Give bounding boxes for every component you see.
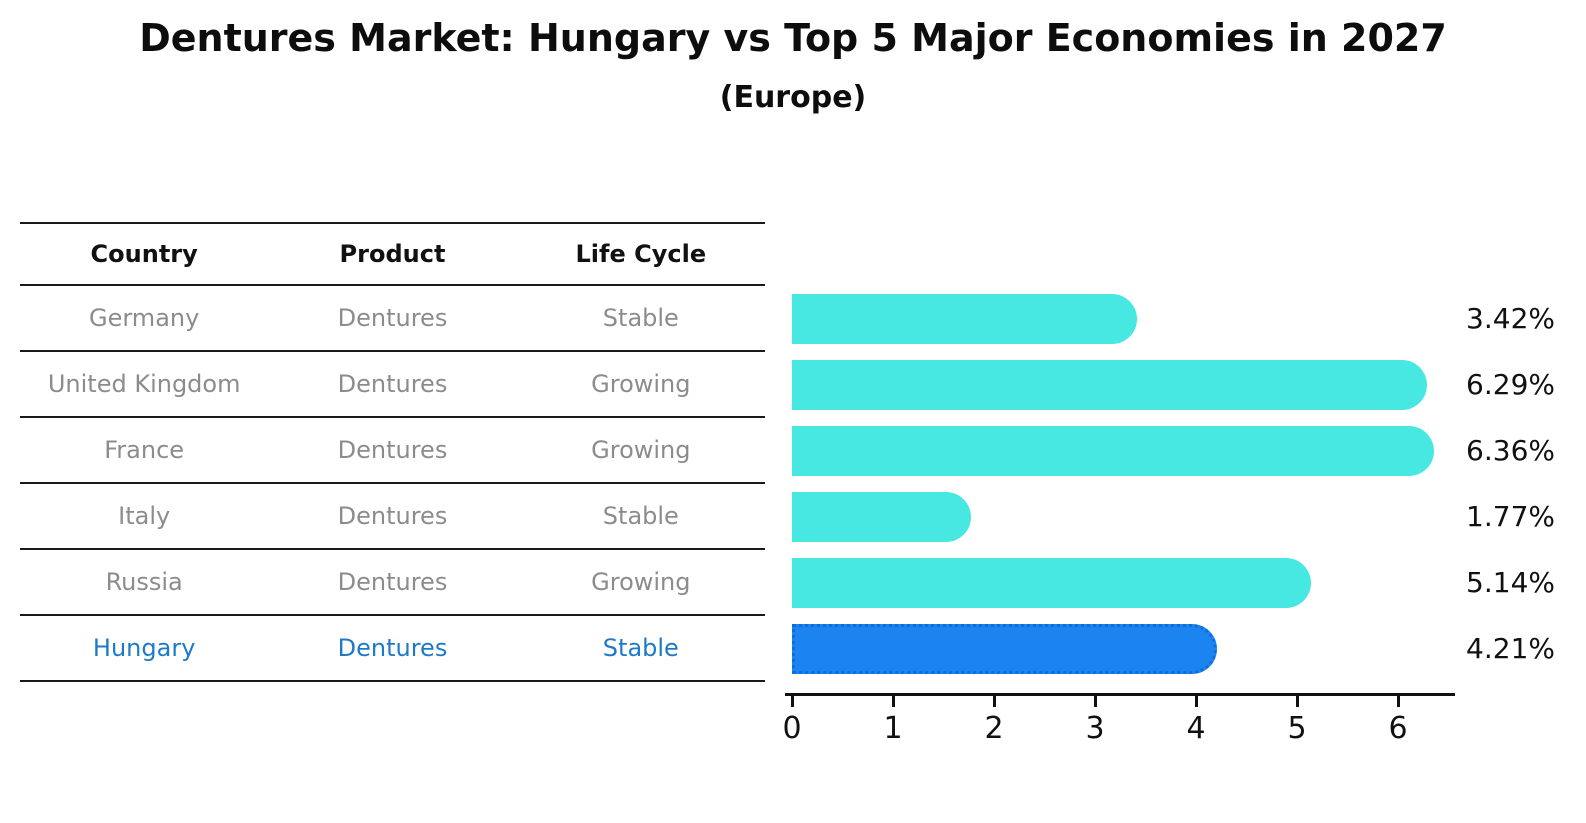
cell-country: Hungary xyxy=(92,634,196,662)
x-axis-tick-label: 0 xyxy=(782,711,802,746)
table-row: Italy Dentures Stable xyxy=(20,482,765,548)
x-axis-tick xyxy=(1195,696,1198,707)
bar xyxy=(792,360,1428,410)
cell-country: Russia xyxy=(105,568,183,596)
value-label: 6.29% xyxy=(1466,368,1555,401)
x-axis-tick xyxy=(791,696,794,707)
bar-highlight-hungary xyxy=(792,624,1218,674)
column-header-country: Country xyxy=(90,240,198,268)
value-label: 5.14% xyxy=(1466,566,1555,599)
cell-country: United Kingdom xyxy=(47,370,241,398)
table-row: Russia Dentures Growing xyxy=(20,548,765,614)
x-axis-tick-label: 6 xyxy=(1388,711,1408,746)
cell-life-cycle: Stable xyxy=(602,304,679,332)
bar-row xyxy=(792,352,1462,418)
column-header-life-cycle: Life Cycle xyxy=(575,240,707,268)
cell-life-cycle: Growing xyxy=(591,436,691,464)
table-row: Germany Dentures Stable xyxy=(20,284,765,350)
table-row-highlight-hungary: Hungary Dentures Stable xyxy=(20,614,765,682)
x-axis-line xyxy=(785,693,1455,696)
chart-subtitle: (Europe) xyxy=(719,80,867,115)
cell-country: France xyxy=(104,436,185,464)
x-axis-tick xyxy=(1397,696,1400,707)
value-label: 6.36% xyxy=(1466,434,1555,467)
cell-life-cycle: Growing xyxy=(591,370,691,398)
cell-country: Italy xyxy=(118,502,171,530)
cell-life-cycle: Growing xyxy=(591,568,691,596)
bar-row xyxy=(792,616,1462,682)
cell-product: Dentures xyxy=(337,370,448,398)
chart-title: Dentures Market: Hungary vs Top 5 Major … xyxy=(139,16,1447,60)
bar xyxy=(792,492,971,542)
cell-product: Dentures xyxy=(337,304,448,332)
x-axis-tick xyxy=(993,696,996,707)
x-axis-tick-label: 4 xyxy=(1186,711,1206,746)
x-axis-tick xyxy=(1296,696,1299,707)
table-row: United Kingdom Dentures Growing xyxy=(20,350,765,416)
x-axis-tick-label: 3 xyxy=(1085,711,1105,746)
value-label: 3.42% xyxy=(1466,302,1555,335)
bar xyxy=(792,426,1435,476)
bar-row xyxy=(792,484,1462,550)
x-axis-tick-label: 2 xyxy=(984,711,1004,746)
cell-product: Dentures xyxy=(337,634,448,662)
bar-row xyxy=(792,550,1462,616)
cell-life-cycle: Stable xyxy=(602,502,679,530)
country-table: Country Product Life Cycle Germany Dentu… xyxy=(20,222,765,682)
x-axis-tick-label: 5 xyxy=(1287,711,1307,746)
value-label-column: 3.42% 6.29% 6.36% 1.77% 5.14% 4.21% xyxy=(1430,286,1555,682)
cell-product: Dentures xyxy=(337,568,448,596)
x-axis: 0 1 2 3 4 5 6 xyxy=(782,693,1455,753)
x-axis-tick-label: 1 xyxy=(883,711,903,746)
table-header-row: Country Product Life Cycle xyxy=(20,222,765,284)
bar-chart-area xyxy=(792,286,1462,682)
table-row: France Dentures Growing xyxy=(20,416,765,482)
cell-product: Dentures xyxy=(337,436,448,464)
cell-product: Dentures xyxy=(337,502,448,530)
bar xyxy=(792,558,1312,608)
cell-life-cycle: Stable xyxy=(602,634,679,662)
bar xyxy=(792,294,1138,344)
column-header-product: Product xyxy=(339,240,446,268)
cell-country: Germany xyxy=(89,304,200,332)
value-label: 4.21% xyxy=(1466,632,1555,665)
x-axis-tick xyxy=(892,696,895,707)
bar-row xyxy=(792,286,1462,352)
x-axis-tick xyxy=(1094,696,1097,707)
value-label: 1.77% xyxy=(1466,500,1555,533)
bar-row xyxy=(792,418,1462,484)
